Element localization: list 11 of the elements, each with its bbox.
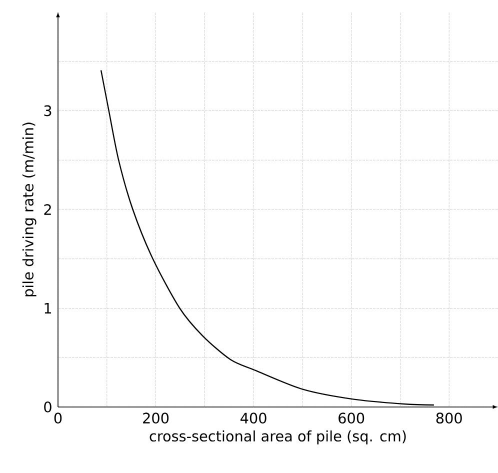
y-tick-label: 1 bbox=[44, 302, 51, 314]
y-tick-label: 0 bbox=[44, 402, 52, 412]
x-tick-label: 200 bbox=[143, 412, 169, 424]
x-tick-label: 800 bbox=[436, 412, 462, 424]
y-tick-label: 3 bbox=[44, 105, 52, 116]
y-tick-label: 2 bbox=[44, 204, 51, 215]
x-tick-label: 0 bbox=[54, 412, 62, 424]
x-axis-title: cross-sectional area of pile (sq. cm) bbox=[150, 430, 406, 444]
y-axis-title: pile driving rate (m/min) bbox=[22, 122, 36, 296]
x-tick-label: 600 bbox=[338, 412, 364, 424]
x-tick-label: 400 bbox=[240, 412, 266, 424]
